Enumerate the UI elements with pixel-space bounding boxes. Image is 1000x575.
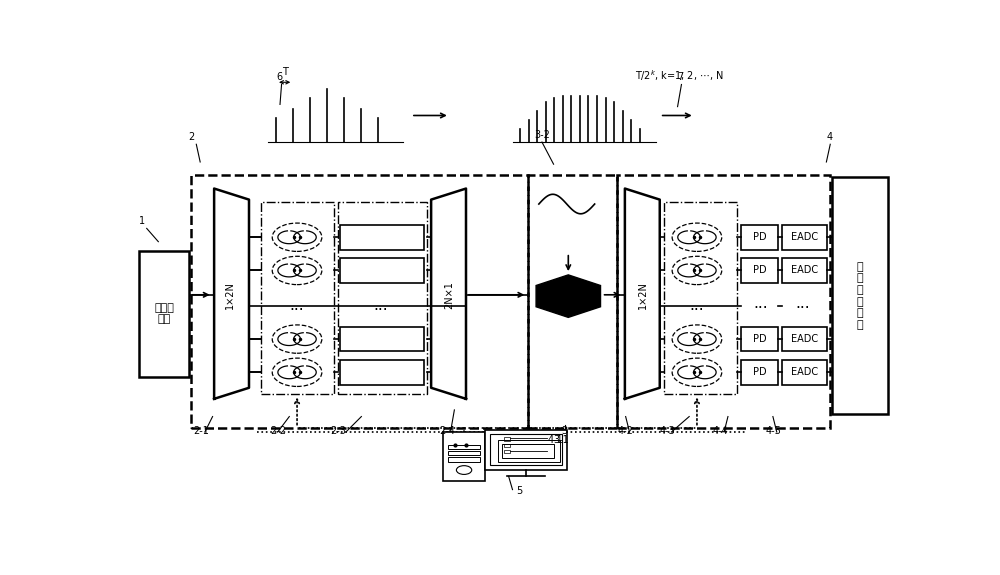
Bar: [664, 202, 737, 394]
Text: PD: PD: [753, 334, 767, 344]
Text: 2-1: 2-1: [193, 426, 209, 436]
Text: 3: 3: [561, 426, 567, 436]
Bar: [782, 327, 827, 351]
Text: 2: 2: [189, 132, 195, 142]
Text: EADC: EADC: [791, 232, 818, 242]
Text: ...: ...: [290, 298, 304, 313]
Text: 2-4: 2-4: [439, 426, 455, 436]
Text: ...: ...: [796, 296, 810, 311]
Text: 4-3: 4-3: [660, 426, 676, 436]
Bar: [741, 360, 778, 385]
Bar: [340, 225, 424, 250]
Bar: [782, 258, 827, 283]
Text: 数
据
处
理
单
元: 数 据 处 理 单 元: [857, 262, 863, 330]
Text: 2N×1: 2N×1: [444, 281, 454, 309]
Bar: [443, 432, 485, 481]
Text: 1×2N: 1×2N: [225, 281, 235, 309]
Bar: [485, 430, 567, 470]
Text: 7: 7: [678, 72, 684, 82]
Text: PD: PD: [753, 367, 767, 377]
Bar: [448, 457, 480, 462]
Text: 1×2N: 1×2N: [638, 281, 648, 309]
Text: 锁模激
光器: 锁模激 光器: [154, 303, 174, 324]
Text: T: T: [282, 67, 288, 77]
Bar: [617, 175, 830, 428]
Text: 2-3: 2-3: [330, 426, 346, 436]
Text: 4-2: 4-2: [618, 426, 634, 436]
Polygon shape: [536, 275, 601, 317]
Text: 2-2: 2-2: [270, 426, 286, 436]
Bar: [502, 444, 554, 458]
Bar: [528, 175, 617, 428]
Text: T/2$^k$, k=1, 2, $\cdots$, N: T/2$^k$, k=1, 2, $\cdots$, N: [635, 68, 724, 83]
Text: 6: 6: [276, 72, 282, 82]
Text: ...: ...: [373, 298, 388, 313]
Text: EADC: EADC: [791, 266, 818, 275]
Bar: [191, 175, 528, 428]
Bar: [741, 225, 778, 250]
Text: 3-2: 3-2: [534, 129, 550, 140]
Bar: [782, 225, 827, 250]
Bar: [782, 360, 827, 385]
Text: 4: 4: [826, 132, 832, 142]
Text: PD: PD: [753, 232, 767, 242]
Bar: [832, 178, 888, 415]
Text: 4-5: 4-5: [765, 426, 781, 436]
Bar: [741, 327, 778, 351]
Text: 1: 1: [139, 216, 145, 226]
Text: 4-4: 4-4: [712, 426, 728, 436]
Bar: [490, 434, 562, 465]
Bar: [448, 444, 480, 449]
Bar: [504, 443, 510, 447]
Bar: [261, 202, 334, 394]
Text: 4-1: 4-1: [547, 435, 563, 445]
Text: EADC: EADC: [791, 367, 818, 377]
Bar: [340, 360, 424, 385]
Bar: [340, 327, 424, 351]
Bar: [338, 202, 427, 394]
Text: ...: ...: [753, 296, 768, 311]
Bar: [448, 451, 480, 455]
Bar: [139, 251, 189, 377]
Text: EADC: EADC: [791, 334, 818, 344]
Text: 5: 5: [516, 486, 523, 496]
Bar: [741, 258, 778, 283]
Text: ...: ...: [690, 298, 704, 313]
Text: 3-1: 3-1: [554, 435, 569, 445]
Bar: [504, 438, 510, 441]
Bar: [498, 440, 560, 462]
Text: PD: PD: [753, 266, 767, 275]
Bar: [340, 258, 424, 283]
Bar: [504, 450, 510, 453]
